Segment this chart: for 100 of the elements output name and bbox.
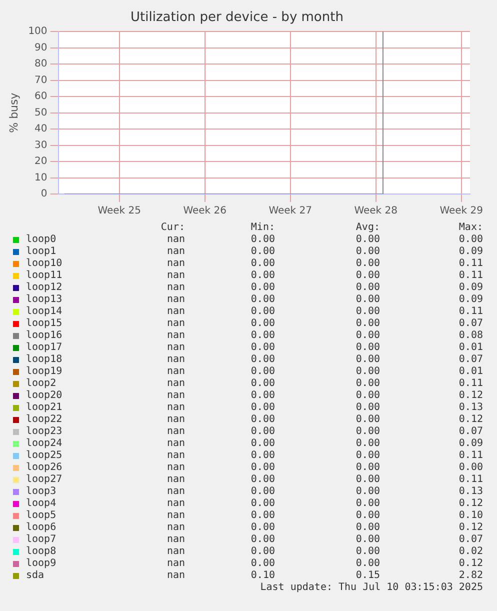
text: 0.07 <box>458 318 483 330</box>
text: nan <box>166 234 185 246</box>
text: nan <box>166 486 185 498</box>
text: 0.00 <box>356 294 380 306</box>
text: nan <box>166 366 185 378</box>
text: Last update: Thu Jul 10 03:15:03 2025 <box>260 582 483 594</box>
legend-label: loop9 <box>26 558 56 570</box>
text: 0.11 <box>458 270 483 282</box>
y-tick-label: 100 <box>28 26 48 38</box>
text: nan <box>166 282 185 294</box>
y-tick-label: 70 <box>34 74 48 86</box>
y-tick-label: 30 <box>34 140 48 151</box>
text: nan <box>166 330 185 342</box>
y-axis-title: % busy <box>7 92 20 133</box>
text: 0.00 <box>250 426 275 438</box>
text: nan <box>166 270 185 282</box>
text: nan <box>166 438 185 450</box>
text: Min: <box>250 222 275 234</box>
text: 0.10 <box>458 510 483 522</box>
text: 0.00 <box>250 270 275 282</box>
text: 2.82 <box>458 570 483 582</box>
text: 0.07 <box>458 426 483 438</box>
text: 0.00 <box>356 342 380 354</box>
text: 0.00 <box>356 498 380 510</box>
text: 0.10 <box>250 570 275 582</box>
legend-label: loop13 <box>26 294 62 306</box>
text: 0.00 <box>250 234 275 246</box>
text: 0.00 <box>250 390 275 402</box>
text: nan <box>166 342 185 354</box>
text: 0.00 <box>356 522 380 534</box>
legend-label: loop27 <box>26 474 62 486</box>
text: nan <box>166 546 185 558</box>
y-tick-label: 0 <box>40 188 48 200</box>
text: 0.00 <box>356 330 380 342</box>
text: 0.00 <box>250 438 275 450</box>
legend-label: loop7 <box>26 534 56 546</box>
text: Avg: <box>356 222 380 234</box>
x-tick-label: Week 25 <box>98 206 142 217</box>
text: 0.12 <box>458 522 483 534</box>
legend-label: loop12 <box>26 282 62 294</box>
legend-label: sda <box>26 570 44 582</box>
legend-label: loop21 <box>26 402 62 414</box>
text: 0.00 <box>250 510 275 522</box>
text: 0.00 <box>250 498 275 510</box>
text: nan <box>166 318 185 330</box>
text: nan <box>166 498 185 510</box>
text: 0.00 <box>356 534 380 546</box>
text: nan <box>166 462 185 474</box>
legend-label: loop19 <box>26 366 62 378</box>
y-tick-label: 10 <box>34 172 48 184</box>
text: 0.00 <box>356 486 380 498</box>
text: 0.00 <box>458 462 483 474</box>
text: 0.00 <box>356 354 380 366</box>
text: 0.11 <box>458 378 483 390</box>
text: 0.09 <box>458 246 483 258</box>
y-tick-label: 80 <box>34 58 48 70</box>
text: 0.00 <box>250 522 275 534</box>
text: nan <box>166 402 185 414</box>
text: nan <box>166 390 185 402</box>
text: nan <box>166 246 185 258</box>
y-tick-label: 50 <box>34 107 48 118</box>
x-tick-label: Week 26 <box>183 206 227 217</box>
text: 0.00 <box>250 378 275 390</box>
legend-label: loop0 <box>26 234 56 246</box>
text: 0.11 <box>458 258 483 270</box>
legend-label: loop11 <box>26 270 62 282</box>
text: 0.12 <box>458 558 483 570</box>
text: 0.00 <box>250 546 275 558</box>
legend-label: loop8 <box>26 546 56 558</box>
text: 0.00 <box>356 366 380 378</box>
text: 0.02 <box>458 546 483 558</box>
text: 0.00 <box>356 546 380 558</box>
text: 0.01 <box>458 366 483 378</box>
legend-label: loop24 <box>26 438 62 450</box>
legend-label: loop10 <box>26 258 62 270</box>
y-tick-label: 40 <box>34 124 48 135</box>
text: 0.00 <box>250 462 275 474</box>
text: nan <box>166 510 185 522</box>
text: 0.00 <box>356 246 380 258</box>
text: 0.00 <box>250 474 275 486</box>
text: 0.11 <box>458 450 483 462</box>
text: 0.00 <box>356 438 380 450</box>
text: 0.00 <box>250 318 275 330</box>
text: 0.00 <box>356 234 380 246</box>
legend-label: loop1 <box>26 246 56 258</box>
text: 0.00 <box>250 294 275 306</box>
y-tick-label: 20 <box>34 156 48 168</box>
legend-label: loop22 <box>26 414 62 426</box>
text: 0.00 <box>356 474 380 486</box>
legend-label: loop5 <box>26 510 56 522</box>
text: 0.01 <box>458 342 483 354</box>
text: nan <box>166 378 185 390</box>
text: 0.09 <box>458 438 483 450</box>
legend-label: loop16 <box>26 330 62 342</box>
legend-label: loop25 <box>26 450 62 462</box>
text: nan <box>166 258 185 270</box>
text: 0.12 <box>458 390 483 402</box>
text: 0.00 <box>250 342 275 354</box>
text: 0.07 <box>458 534 483 546</box>
text: Max: <box>458 222 483 234</box>
